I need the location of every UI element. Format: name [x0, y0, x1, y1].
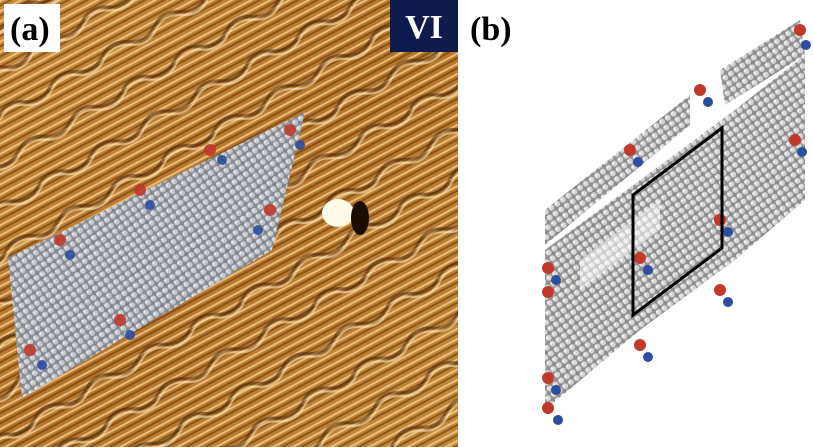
- badge: VI: [405, 9, 443, 46]
- panel-b: (b): [470, 11, 811, 425]
- defect-dark: [351, 201, 369, 235]
- figure: (a) VI (b): [0, 0, 813, 447]
- defect-bright: [322, 199, 354, 227]
- panel-label: (a): [10, 11, 50, 48]
- panel-a: (a) VI: [0, 0, 458, 447]
- panel-label: (b): [470, 11, 512, 48]
